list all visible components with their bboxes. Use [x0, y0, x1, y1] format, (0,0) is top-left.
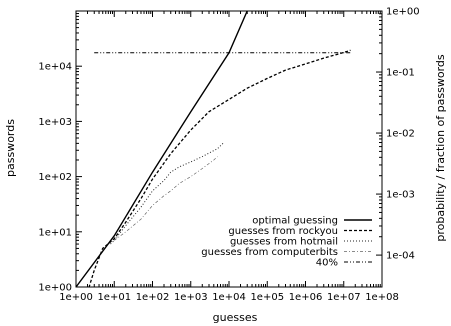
plot-lines: [76, 11, 351, 287]
y2-tick-label: 1e-02: [386, 129, 415, 140]
y-axis-label: passwords: [4, 119, 17, 177]
legend-label-3: guesses from computerbits: [201, 247, 338, 258]
y-tick-label: 1e+00: [38, 283, 72, 294]
y2-tick-label: 1e-04: [386, 251, 415, 262]
series-line-3: [114, 156, 218, 241]
series-line-0: [76, 11, 248, 287]
axes: [75, 10, 383, 288]
x-axis-label: guesses: [213, 311, 258, 324]
y-tick-label: 1e+04: [38, 62, 72, 73]
y-tick-label: 1e+02: [38, 172, 72, 183]
x-tick-label: 1e+04: [212, 292, 246, 303]
legend-label-2: guesses from hotmail: [230, 237, 338, 248]
y-tick-label: 1e+01: [38, 227, 72, 238]
series-line-1: [88, 49, 351, 287]
x-tick-label: 1e+05: [250, 292, 284, 303]
series-line-2: [110, 141, 225, 245]
y2-tick-label: 1e-01: [386, 68, 415, 79]
x-tick-label: 1e+08: [365, 292, 399, 303]
legend-label-0: optimal guessing: [252, 216, 338, 227]
x-tick-label: 1e+00: [59, 292, 93, 303]
x-tick-label: 1e+03: [174, 292, 208, 303]
legend-label-1: guesses from rockyou: [228, 226, 338, 237]
tick-labels: 1e+00 1e+01 1e+02 1e+03 1e+04 1e+05 1e+06 1e+07…: [38, 7, 419, 304]
y2-axis-label: probability / fraction of passwords: [434, 54, 447, 241]
x-tick-label: 1e+02: [136, 292, 170, 303]
x-tick-label: 1e+01: [97, 292, 131, 303]
x-tick-label: 1e+06: [289, 292, 323, 303]
legend-label-4: 40%: [316, 258, 338, 269]
x-tick-label: 1e+07: [327, 292, 361, 303]
y2-tick-label: 1e-03: [386, 190, 415, 201]
y-tick-label: 1e+03: [38, 117, 72, 128]
y2-tick-label: 1e+00: [386, 7, 420, 18]
